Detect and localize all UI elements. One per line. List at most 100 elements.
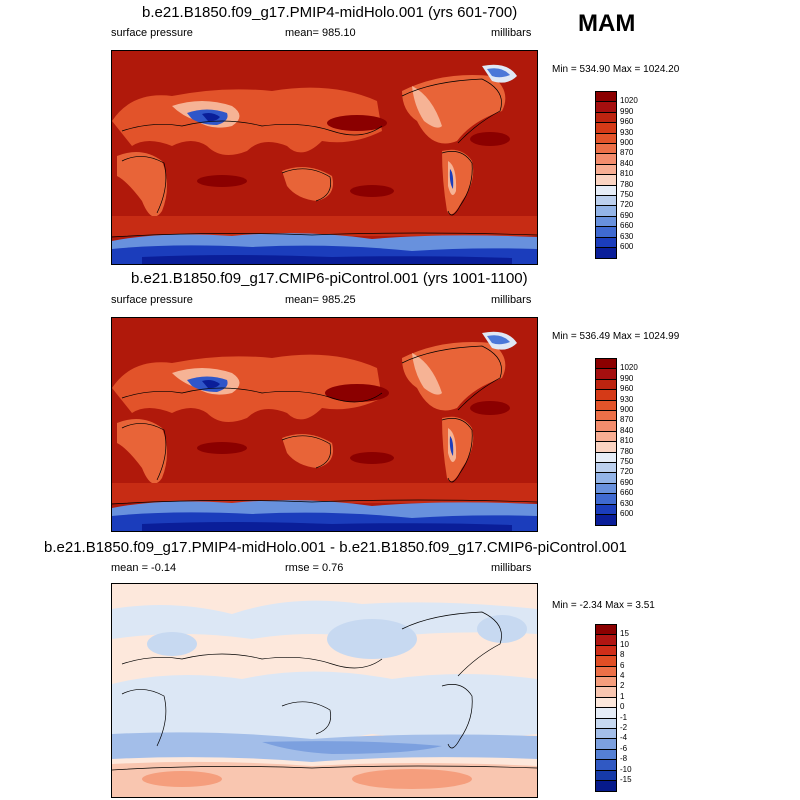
colorbar-label: 870 xyxy=(620,148,634,158)
colorbar-swatch xyxy=(595,215,617,228)
colorbar-swatch xyxy=(595,111,617,124)
colorbar-label: 630 xyxy=(620,231,634,241)
colorbar-label: 630 xyxy=(620,498,634,508)
colorbar-label: 660 xyxy=(620,221,634,231)
colorbar-label: -4 xyxy=(620,733,628,743)
panel-1-colorbar: 1020 990 960 930 900 870 840 810 780 750 720 690 660… xyxy=(595,91,695,260)
colorbar-label: 960 xyxy=(620,384,634,394)
colorbar-label: 1020 xyxy=(620,363,638,373)
panel-3-mean-label: mean = -0.14 xyxy=(111,562,177,574)
colorbar-swatch xyxy=(595,441,617,453)
panel-1-mean-label: mean= 985.10 xyxy=(285,27,356,39)
colorbar-swatch xyxy=(595,143,617,155)
colorbar-label: 750 xyxy=(620,457,634,466)
colorbar-label: 600 xyxy=(620,242,634,251)
colorbar-label: 780 xyxy=(620,179,634,189)
colorbar-swatch xyxy=(595,780,617,793)
colorbar-label: 4 xyxy=(620,671,625,680)
colorbar-label: 10 xyxy=(620,639,629,649)
panel-2-title: b.e21.B1850.f09_g17.CMIP6-piControl.001 … xyxy=(131,270,528,287)
colorbar-label: 990 xyxy=(620,373,634,383)
colorbar-label: 1020 xyxy=(620,96,638,106)
colorbar-label: 780 xyxy=(620,446,634,456)
panel-2-variable-label: surface pressure xyxy=(111,294,193,306)
panel-1-map xyxy=(111,50,538,265)
colorbar-label: 2 xyxy=(620,681,625,691)
colorbar-swatch xyxy=(595,430,617,443)
colorbar-label: -10 xyxy=(620,764,632,774)
colorbar-swatch xyxy=(595,493,617,505)
colorbar-label: 930 xyxy=(620,394,634,404)
panel-3-colorbar: 15 10 8 6 4 2 1 0 -1 -2 -4 -6 -8 -10 -15 xyxy=(595,624,695,793)
colorbar-label: 6 xyxy=(620,660,625,670)
colorbar-swatch xyxy=(595,482,617,495)
panel-1-title: b.e21.B1850.f09_g17.PMIP4-midHolo.001 (y… xyxy=(142,4,518,21)
panel-2-units: millibars xyxy=(491,294,532,306)
colorbar-label: 720 xyxy=(620,200,634,210)
colorbar-label: -6 xyxy=(620,743,628,753)
colorbar-swatch xyxy=(595,195,617,207)
colorbar-label: 1 xyxy=(620,691,625,701)
panel-3-minmax: Min = -2.34 Max = 3.51 xyxy=(552,600,655,611)
colorbar-swatch xyxy=(595,634,617,646)
colorbar-swatch xyxy=(595,676,617,688)
colorbar-swatch xyxy=(595,184,617,196)
colorbar-swatch xyxy=(595,101,617,113)
colorbar-swatch xyxy=(595,205,617,217)
colorbar-swatch xyxy=(595,247,617,260)
colorbar-label: 660 xyxy=(620,488,634,498)
colorbar-label: 840 xyxy=(620,425,634,435)
season-label: MAM xyxy=(578,10,636,37)
colorbar-swatch xyxy=(595,358,617,370)
colorbar-swatch xyxy=(595,122,617,134)
panel-3-rmse-label: rmse = 0.76 xyxy=(285,562,344,574)
colorbar-label: 15 xyxy=(620,629,629,639)
colorbar-swatch xyxy=(595,514,617,527)
colorbar-label: 930 xyxy=(620,127,634,137)
colorbar-swatch xyxy=(595,368,617,380)
colorbar-label: -15 xyxy=(620,775,632,784)
colorbar-label: 810 xyxy=(620,436,634,446)
panel-2-map xyxy=(111,317,538,532)
colorbar-swatch xyxy=(595,748,617,761)
colorbar-swatch xyxy=(595,655,617,667)
colorbar-label: 870 xyxy=(620,415,634,425)
colorbar-swatch xyxy=(595,399,617,411)
colorbar-label: 990 xyxy=(620,106,634,116)
colorbar-swatch xyxy=(595,410,617,422)
colorbar-swatch xyxy=(595,472,617,484)
colorbar-label: 8 xyxy=(620,650,625,660)
colorbar-swatch xyxy=(595,686,617,698)
colorbar-swatch xyxy=(595,132,617,144)
colorbar-swatch xyxy=(595,696,617,709)
colorbar-swatch xyxy=(595,389,617,401)
panel-3-map xyxy=(111,583,538,798)
colorbar-swatch xyxy=(595,378,617,391)
colorbar-swatch xyxy=(595,451,617,463)
colorbar-label: 0 xyxy=(620,702,625,712)
colorbar-label: 720 xyxy=(620,467,634,477)
panel-2-minmax: Min = 536.49 Max = 1024.99 xyxy=(552,331,680,342)
colorbar-swatch xyxy=(595,624,617,636)
colorbar-swatch xyxy=(595,462,617,474)
colorbar-swatch xyxy=(595,728,617,740)
panel-2-colorbar: 1020 990 960 930 900 870 840 810 780 750 720 690 660… xyxy=(595,358,695,527)
colorbar-label: 900 xyxy=(620,405,634,414)
colorbar-swatch xyxy=(595,644,617,657)
colorbar-swatch xyxy=(595,153,617,165)
colorbar-swatch xyxy=(595,707,617,719)
colorbar-swatch xyxy=(595,174,617,186)
panel-3-title: b.e21.B1850.f09_g17.PMIP4-midHolo.001 - … xyxy=(44,539,627,556)
colorbar-label: 960 xyxy=(620,117,634,127)
colorbar-swatch xyxy=(595,420,617,432)
panel-2-mean-label: mean= 985.25 xyxy=(285,294,356,306)
colorbar-label: 900 xyxy=(620,138,634,147)
panel-1-variable-label: surface pressure xyxy=(111,27,193,39)
colorbar-swatch xyxy=(595,236,617,248)
colorbar-label: 810 xyxy=(620,169,634,179)
colorbar-swatch xyxy=(595,738,617,750)
colorbar-label: 750 xyxy=(620,190,634,199)
colorbar-label: -1 xyxy=(620,712,628,722)
panel-3-units: millibars xyxy=(491,562,532,574)
colorbar-label: -2 xyxy=(620,723,628,732)
